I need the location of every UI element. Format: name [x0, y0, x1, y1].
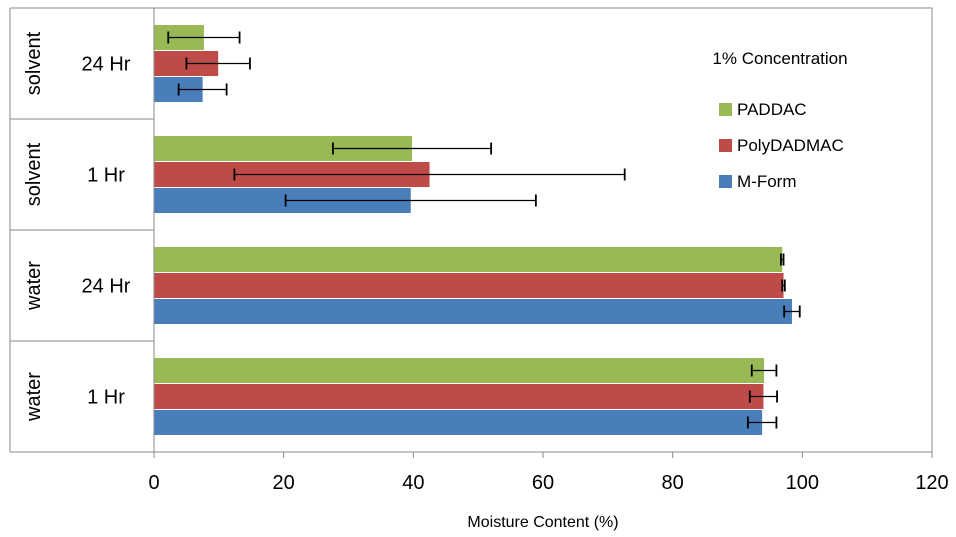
x-tick-label: 40 [402, 472, 424, 494]
axes-layer: 0 20 40 60 80 100 120 [9, 7, 949, 494]
x-tick-label: 20 [273, 472, 295, 494]
bar [154, 273, 784, 298]
legend-label: M-Form [737, 172, 796, 191]
bar [154, 358, 765, 383]
category-group-label: water [23, 372, 45, 422]
x-tick-label: 80 [662, 472, 684, 494]
bar [154, 247, 783, 272]
category-time-label: 1 Hr [87, 387, 125, 409]
category-time-label: 24 Hr [82, 276, 131, 298]
category-group-label: solvent [23, 31, 45, 95]
x-tick-label: 120 [915, 472, 948, 494]
legend-swatch [719, 139, 732, 152]
error-bars-layer [167, 31, 801, 429]
category-time-label: 1 Hr [87, 165, 125, 187]
bars-layer [154, 25, 792, 435]
x-tick-label: 0 [148, 472, 159, 494]
legend-label: PADDAC [737, 100, 807, 119]
legend-label: PolyDADMAC [737, 136, 844, 155]
category-time-label: 24 Hr [82, 54, 131, 76]
category-group-label: solvent [23, 142, 45, 206]
bar [154, 410, 763, 435]
legend-swatch [719, 103, 732, 116]
category-labels-layer: 1 Hr water 24 Hr water 1 Hr solvent 24 Hr solve… [23, 31, 131, 422]
x-tick-label: 60 [532, 472, 554, 494]
x-tick-label: 100 [786, 472, 819, 494]
bar [154, 299, 792, 324]
category-group-label: water [23, 261, 45, 311]
legend: 1% Concentration PADDAC PolyDADMAC M-Form [712, 49, 847, 191]
x-axis-title: Moisture Content (%) [467, 514, 618, 531]
legend-swatch [719, 175, 732, 188]
bar [154, 384, 764, 409]
legend-title: 1% Concentration [712, 49, 847, 68]
